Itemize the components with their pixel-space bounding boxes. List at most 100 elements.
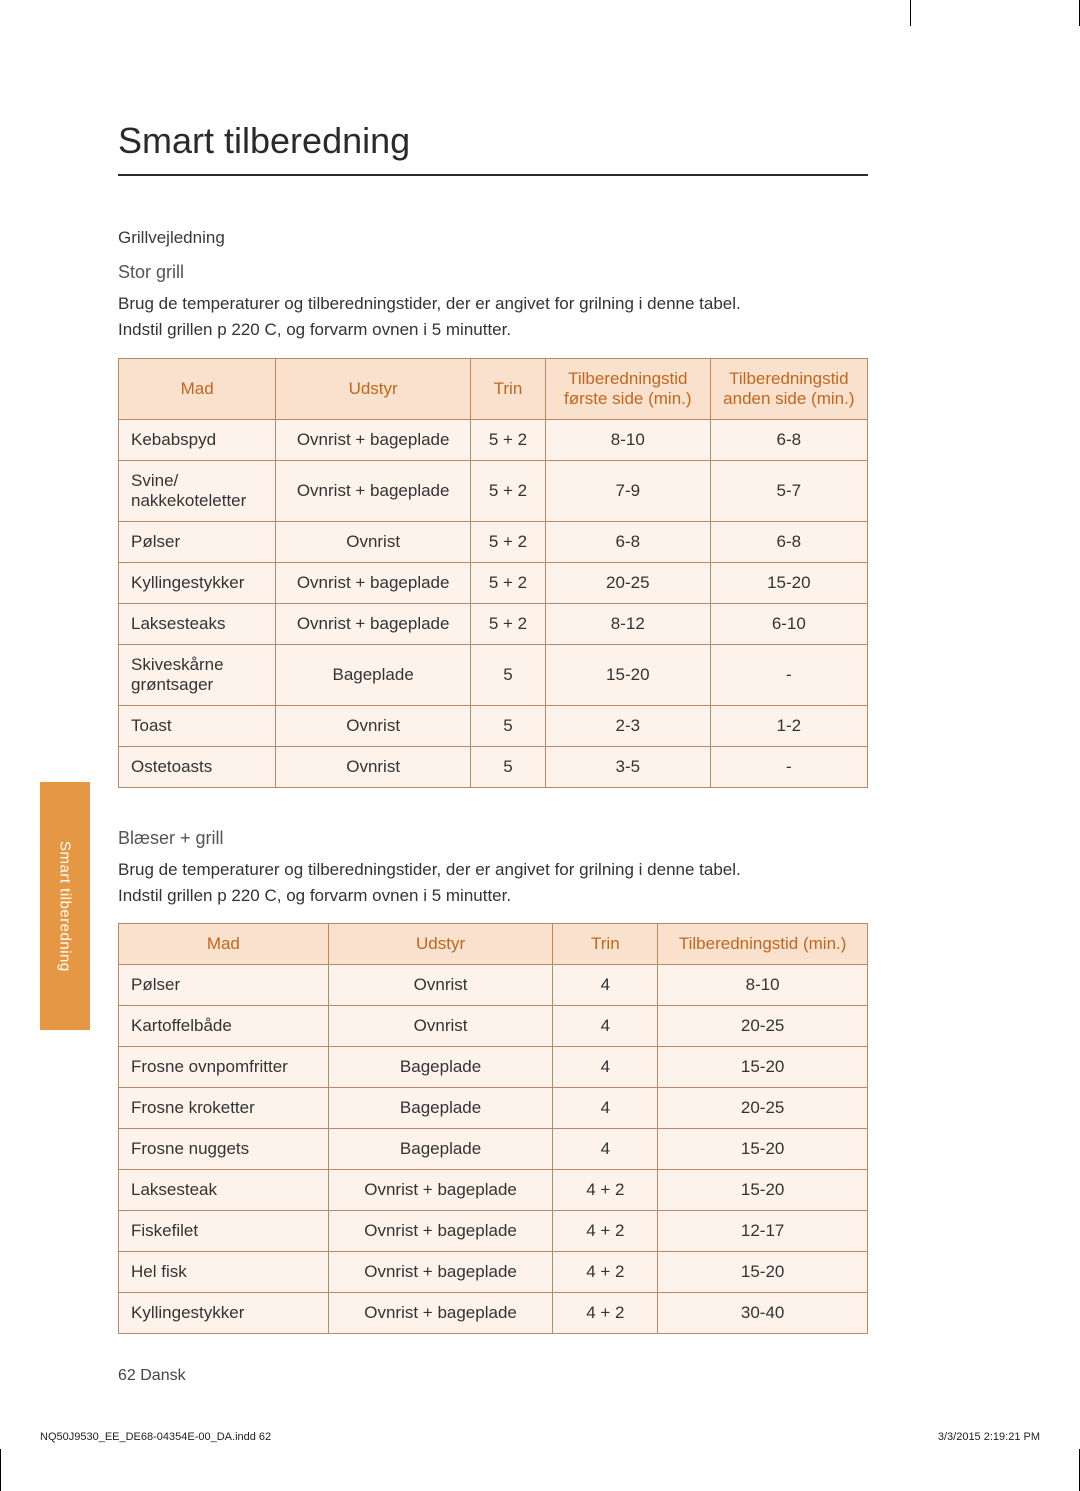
col-trin: Trin xyxy=(553,924,658,965)
cell-udstyr: Ovnrist + bageplade xyxy=(276,603,471,644)
col-udstyr: Udstyr xyxy=(276,358,471,419)
cell-tid2: - xyxy=(710,644,867,705)
cell-mad: Skiveskårne grøntsager xyxy=(119,644,276,705)
blaeser-grill-heading: Blæser + grill xyxy=(118,828,868,849)
cell-udstyr: Bageplade xyxy=(328,1088,553,1129)
crop-mark xyxy=(0,1449,1,1491)
cell-trin: 4 + 2 xyxy=(553,1211,658,1252)
cell-mad: Hel fisk xyxy=(119,1252,329,1293)
table-row: Skiveskårne grøntsagerBageplade515-20- xyxy=(119,644,868,705)
cell-tid1: 8-12 xyxy=(545,603,710,644)
col-trin: Trin xyxy=(471,358,546,419)
cell-tid: 15-20 xyxy=(658,1252,868,1293)
table-row: Svine/ nakkekoteletterOvnrist + bageplad… xyxy=(119,460,868,521)
cell-mad: Fiskefilet xyxy=(119,1211,329,1252)
cell-tid1: 8-10 xyxy=(545,419,710,460)
cell-udstyr: Ovnrist + bageplade xyxy=(276,562,471,603)
cell-mad: Ostetoasts xyxy=(119,746,276,787)
table-row: PølserOvnrist5 + 26-86-8 xyxy=(119,521,868,562)
cell-tid: 12-17 xyxy=(658,1211,868,1252)
content-area: Smart tilberedning Grillvejledning Stor … xyxy=(118,120,868,1374)
cell-mad: Laksesteaks xyxy=(119,603,276,644)
col-tid1: Tilberedningstid første side (min.) xyxy=(545,358,710,419)
table-row: KyllingestykkerOvnrist + bageplade5 + 22… xyxy=(119,562,868,603)
cell-mad: Laksesteak xyxy=(119,1170,329,1211)
cell-udstyr: Bageplade xyxy=(328,1047,553,1088)
col-udstyr: Udstyr xyxy=(328,924,553,965)
cell-mad: Kyllingestykker xyxy=(119,562,276,603)
col-mad: Mad xyxy=(119,924,329,965)
cell-tid: 20-25 xyxy=(658,1088,868,1129)
cell-trin: 5 xyxy=(471,705,546,746)
col-tid2: Tilberedningstid anden side (min.) xyxy=(710,358,867,419)
table-row: LaksesteaksOvnrist + bageplade5 + 28-126… xyxy=(119,603,868,644)
cell-trin: 4 xyxy=(553,1047,658,1088)
cell-udstyr: Ovnrist + bageplade xyxy=(276,460,471,521)
section1-intro: Brug de temperaturer og tilberedningstid… xyxy=(118,291,868,344)
cell-trin: 4 xyxy=(553,1129,658,1170)
cell-udstyr: Ovnrist xyxy=(276,521,471,562)
cell-trin: 5 + 2 xyxy=(471,460,546,521)
stor-grill-heading: Stor grill xyxy=(118,262,868,283)
cell-trin: 4 + 2 xyxy=(553,1293,658,1334)
cell-tid2: 6-8 xyxy=(710,521,867,562)
cell-mad: Frosne kroketter xyxy=(119,1088,329,1129)
cell-tid: 15-20 xyxy=(658,1047,868,1088)
table-row: Frosne nuggetsBageplade415-20 xyxy=(119,1129,868,1170)
cell-udstyr: Ovnrist + bageplade xyxy=(328,1211,553,1252)
cell-udstyr: Ovnrist xyxy=(328,1006,553,1047)
cell-tid: 20-25 xyxy=(658,1006,868,1047)
cell-trin: 5 + 2 xyxy=(471,419,546,460)
cell-trin: 4 + 2 xyxy=(553,1170,658,1211)
section2-intro-line1: Brug de temperaturer og tilberedningstid… xyxy=(118,860,741,879)
cell-mad: Kebabspyd xyxy=(119,419,276,460)
page-title: Smart tilberedning xyxy=(118,120,868,162)
cell-trin: 5 xyxy=(471,644,546,705)
table-row: PølserOvnrist48-10 xyxy=(119,965,868,1006)
table-row: Hel fiskOvnrist + bageplade4 + 215-20 xyxy=(119,1252,868,1293)
cell-udstyr: Ovnrist + bageplade xyxy=(276,419,471,460)
table-row: KyllingestykkerOvnrist + bageplade4 + 23… xyxy=(119,1293,868,1334)
cell-mad: Kartoffelbåde xyxy=(119,1006,329,1047)
table-row: OstetoastsOvnrist53-5- xyxy=(119,746,868,787)
cell-mad: Frosne nuggets xyxy=(119,1129,329,1170)
document-page: Smart tilberedning Smart tilberedning Gr… xyxy=(0,0,1080,1491)
table-row: KartoffelbådeOvnrist420-25 xyxy=(119,1006,868,1047)
cell-tid: 15-20 xyxy=(658,1129,868,1170)
cell-tid2: - xyxy=(710,746,867,787)
cell-trin: 5 + 2 xyxy=(471,521,546,562)
cell-mad: Pølser xyxy=(119,965,329,1006)
section2-intro-line2: Indstil grillen p 220 C, og forvarm ovne… xyxy=(118,886,511,905)
print-file-info: NQ50J9530_EE_DE68-04354E-00_DA.indd 62 xyxy=(40,1431,271,1443)
table-row: FiskefiletOvnrist + bageplade4 + 212-17 xyxy=(119,1211,868,1252)
cell-tid1: 7-9 xyxy=(545,460,710,521)
table-header-row: Mad Udstyr Trin Tilberedningstid (min.) xyxy=(119,924,868,965)
cell-tid: 15-20 xyxy=(658,1170,868,1211)
cell-mad: Kyllingestykker xyxy=(119,1293,329,1334)
cell-udstyr: Ovnrist xyxy=(276,705,471,746)
col-mad: Mad xyxy=(119,358,276,419)
crop-mark xyxy=(910,0,911,26)
cell-udstyr: Ovnrist xyxy=(276,746,471,787)
table-row: Frosne kroketterBageplade420-25 xyxy=(119,1088,868,1129)
blaeser-grill-table: Mad Udstyr Trin Tilberedningstid (min.) … xyxy=(118,923,868,1334)
cell-trin: 5 + 2 xyxy=(471,562,546,603)
section1-intro-line2: Indstil grillen p 220 C, og forvarm ovne… xyxy=(118,320,511,339)
cell-trin: 5 xyxy=(471,746,546,787)
table-row: ToastOvnrist52-31-2 xyxy=(119,705,868,746)
cell-tid1: 3-5 xyxy=(545,746,710,787)
cell-tid1: 6-8 xyxy=(545,521,710,562)
side-tab-label: Smart tilberedning xyxy=(57,841,74,972)
cell-trin: 4 xyxy=(553,1006,658,1047)
cell-trin: 4 xyxy=(553,1088,658,1129)
cell-tid2: 5-7 xyxy=(710,460,867,521)
grill-section-label: Grillvejledning xyxy=(118,228,868,248)
cell-tid1: 20-25 xyxy=(545,562,710,603)
section1-intro-line1: Brug de temperaturer og tilberedningstid… xyxy=(118,294,741,313)
title-rule xyxy=(118,174,868,176)
cell-mad: Toast xyxy=(119,705,276,746)
cell-tid: 30-40 xyxy=(658,1293,868,1334)
page-number: 62 Dansk xyxy=(118,1367,186,1385)
cell-trin: 4 xyxy=(553,965,658,1006)
cell-udstyr: Ovnrist + bageplade xyxy=(328,1252,553,1293)
